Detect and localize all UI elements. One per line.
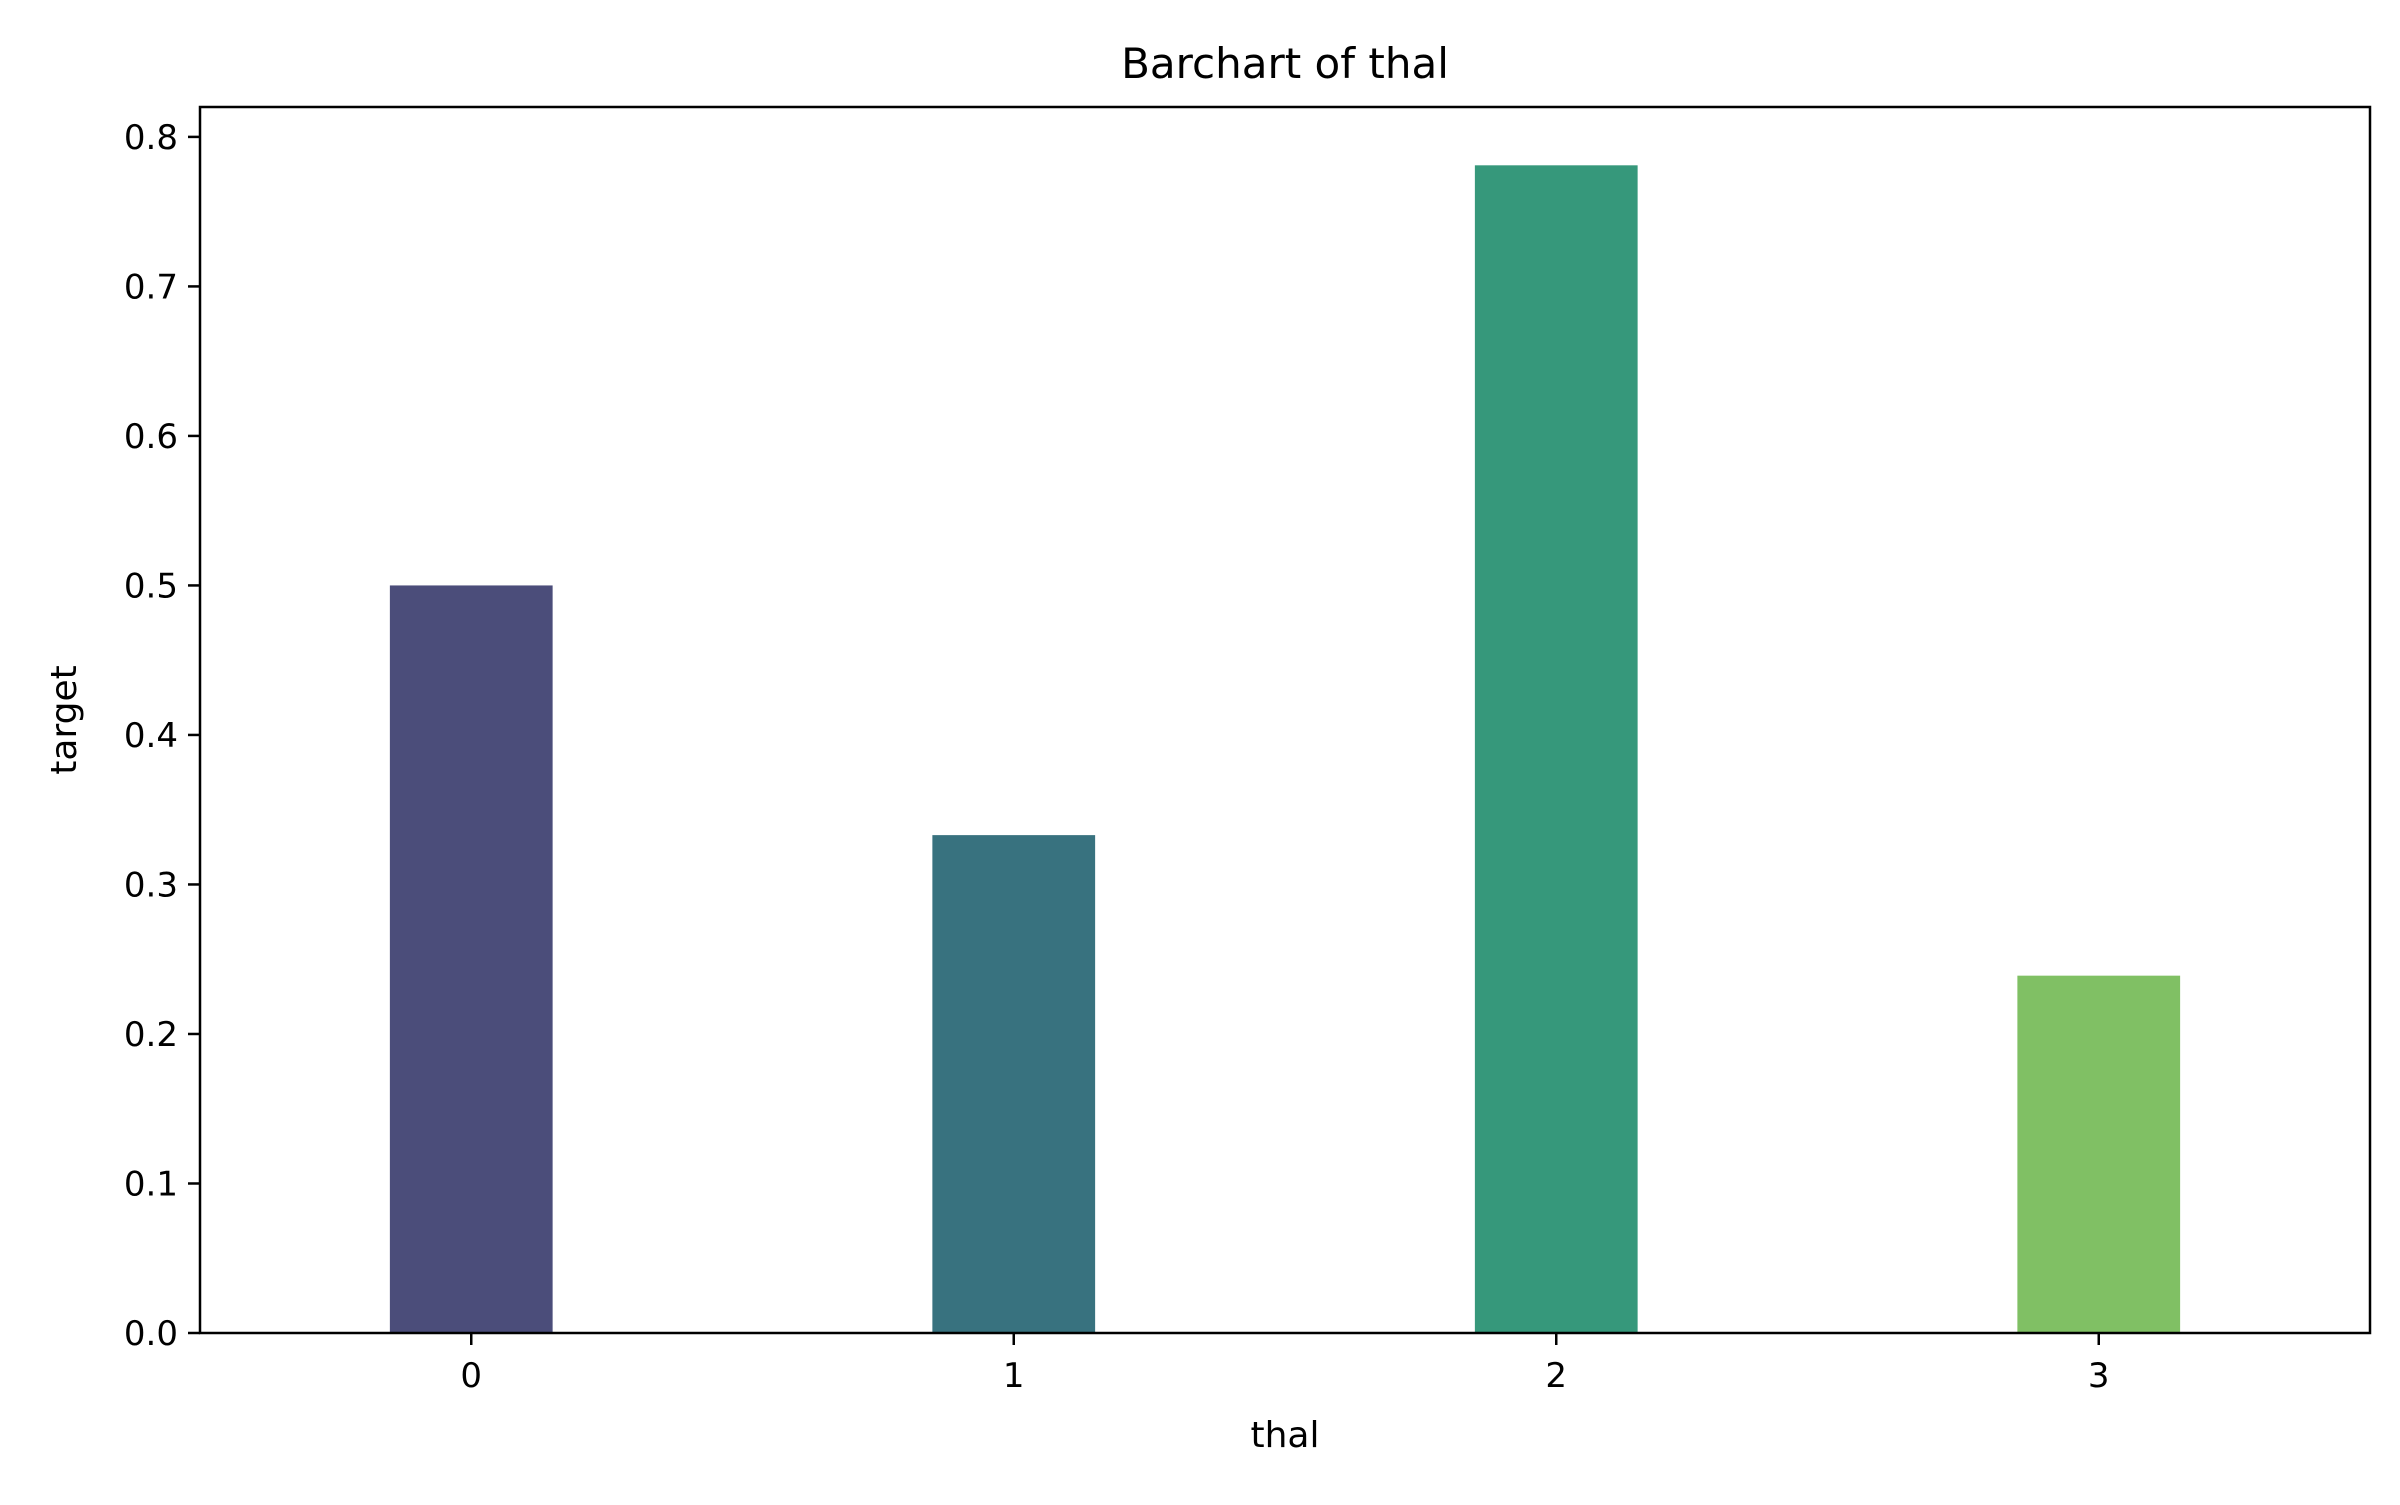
bar-1 [932, 835, 1096, 1333]
bar-0 [389, 585, 553, 1333]
y-axis-label: target [44, 665, 85, 774]
y-tick-label: 0.5 [124, 566, 178, 606]
bar-3 [2017, 975, 2181, 1333]
x-tick-label: 3 [2088, 1356, 2110, 1396]
x-tick-label: 1 [1003, 1356, 1025, 1396]
y-tick-label: 0.0 [124, 1314, 178, 1354]
y-tick-label: 0.6 [124, 417, 178, 457]
y-tick-label: 0.4 [124, 716, 178, 756]
y-tick-label: 0.8 [124, 118, 178, 158]
plot-frame [198, 105, 2372, 1335]
y-tick-label: 0.1 [124, 1164, 178, 1204]
x-tick-label: 2 [1545, 1356, 1567, 1396]
y-tick-label: 0.7 [124, 267, 178, 307]
chart-title: Barchart of thal [1121, 39, 1449, 88]
x-axis: 0 1 2 3 [460, 1333, 2110, 1396]
x-tick-label: 0 [460, 1356, 482, 1396]
x-axis-label: thal [1251, 1415, 1320, 1456]
y-tick-label: 0.3 [124, 865, 178, 905]
bars-layer [389, 165, 2181, 1333]
y-tick-label: 0.2 [124, 1015, 178, 1055]
bar-2 [1474, 165, 1638, 1333]
y-axis: 0.0 0.1 0.2 0.3 0.4 0.5 0.6 0.7 0.8 [124, 118, 200, 1354]
